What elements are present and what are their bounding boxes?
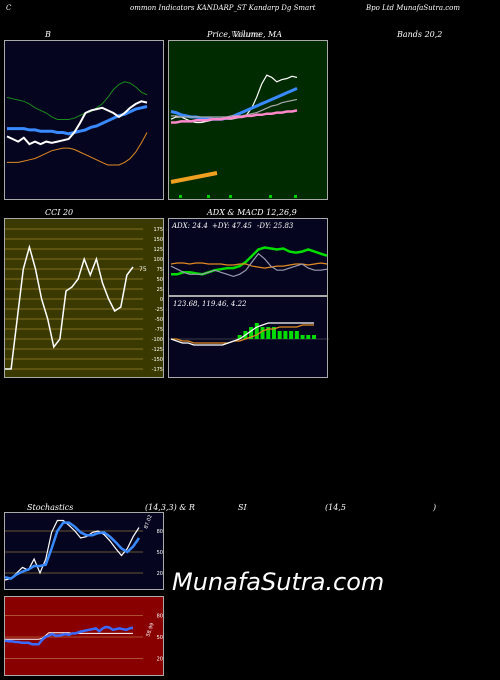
macd-histogram-bar bbox=[294, 331, 299, 339]
header-left: C bbox=[6, 4, 12, 12]
cci-tick-label: 25 bbox=[157, 287, 163, 293]
header-right: Bpo Ltd MunafaSutra.com bbox=[366, 4, 460, 12]
cci-tick-label: -75 bbox=[155, 327, 163, 333]
rsi-tick-label: 20 bbox=[157, 657, 163, 663]
macd-chart bbox=[169, 322, 329, 346]
macd-panel: 123.68, 119.46, 4.22 bbox=[168, 296, 329, 378]
macd-histogram-bar bbox=[237, 335, 242, 339]
volume-bar-band bbox=[170, 171, 218, 184]
macd-histogram-bar bbox=[254, 323, 259, 339]
bollinger-lower-line bbox=[7, 132, 148, 166]
rsi-ref-line bbox=[5, 632, 133, 640]
cci-tick-label: 50 bbox=[157, 277, 163, 283]
bollinger-chart bbox=[6, 81, 148, 166]
volume-bar bbox=[229, 195, 232, 198]
price-ma-chart bbox=[170, 74, 298, 198]
watermark: MunafaSutra.com bbox=[172, 568, 385, 596]
cci-chart: 175 150 125 100 75 50 25 0 -25 -50 -75 -100 -125 -150… bbox=[5, 227, 163, 373]
rsi-RSI-line bbox=[4, 625, 134, 646]
volume-bar bbox=[207, 195, 210, 198]
stoch-tick-label: 20 bbox=[157, 571, 163, 577]
rsi-last-value: 58.99 bbox=[145, 622, 156, 638]
stoch-title: Stochastics bbox=[27, 503, 74, 512]
rsi-chart: 80 50 20 58.99 bbox=[4, 613, 163, 663]
cci-tick-label: 75 bbox=[157, 267, 163, 273]
stoch-panel: 80 50 20 87.02 bbox=[4, 512, 164, 590]
cci-tick-label: -125 bbox=[152, 347, 163, 353]
adx-chart bbox=[170, 246, 328, 278]
adx-ADX-line bbox=[170, 252, 328, 278]
cci-title: CCI 20 bbox=[45, 208, 74, 217]
rsi-close: ) bbox=[433, 503, 437, 512]
bollinger-price-line bbox=[6, 100, 148, 146]
bands-title: Bands 20,2 bbox=[397, 30, 443, 39]
rsi-si: SI bbox=[238, 503, 247, 512]
volume-bar bbox=[294, 195, 297, 198]
macd-histogram-bar bbox=[260, 327, 265, 339]
macd-histogram-bar bbox=[283, 331, 288, 339]
volume-bar bbox=[269, 195, 272, 198]
cci-tick-label: 175 bbox=[153, 227, 163, 233]
rsi-tick-label: 80 bbox=[157, 613, 163, 619]
macd-histogram-bar bbox=[312, 335, 316, 339]
price-ma-panel bbox=[168, 40, 328, 200]
adx-panel: ADX: 24.4 +DY: 47.45 -DY: 25.83 bbox=[168, 218, 328, 296]
macd-histogram-bar bbox=[300, 335, 305, 339]
price-ma-mid-line bbox=[171, 98, 298, 118]
cci-panel: 175 150 125 100 75 50 25 0 -25 -50 -75 -100 -125 -150… bbox=[4, 218, 164, 378]
macd-histogram-bar bbox=[271, 327, 276, 339]
price-ma-title: Price, Volume, MA bbox=[207, 30, 283, 39]
macd-signal-line bbox=[171, 324, 314, 344]
macd-histogram-bar bbox=[289, 331, 294, 339]
cci-tick-label: 125 bbox=[153, 247, 163, 253]
volume-bar bbox=[179, 195, 182, 198]
stoch-%D-line bbox=[4, 521, 141, 580]
cci-tick-label: -150 bbox=[152, 357, 163, 363]
macd-histogram-bar bbox=[306, 335, 311, 339]
price-ma-slow-line bbox=[171, 109, 298, 124]
cci-tick-label: 150 bbox=[153, 237, 163, 243]
stoch-params: (14,3,3) & R bbox=[145, 503, 195, 512]
cci-tick-label: -100 bbox=[152, 337, 163, 343]
cci-tick-label: -50 bbox=[155, 317, 163, 323]
adx-macd-title: ADX & MACD 12,26,9 bbox=[207, 208, 297, 217]
adx-value: ADX: 24.4 bbox=[172, 222, 208, 230]
stoch-tick-label: 50 bbox=[157, 550, 163, 556]
adx-+DI-line bbox=[171, 246, 328, 276]
macd-histogram-bar bbox=[249, 327, 254, 339]
stoch-last-value: 87.02 bbox=[143, 514, 154, 530]
cci-tick-label: 0 bbox=[160, 297, 163, 303]
macd-histogram-bar bbox=[277, 331, 282, 339]
bollinger-title: B bbox=[45, 30, 51, 39]
stoch-tick-label: 80 bbox=[157, 529, 163, 535]
rsi-tick-label: 50 bbox=[157, 635, 163, 641]
cci-CCI-line bbox=[5, 244, 134, 370]
rsi-params: (14,5 bbox=[325, 503, 346, 512]
macd-histogram-bar bbox=[266, 327, 271, 339]
price-ma-overlay: Volume bbox=[231, 30, 261, 39]
bollinger-upper-line bbox=[6, 81, 148, 120]
macd-MACD-line bbox=[170, 322, 314, 346]
rsi-panel: 80 50 20 58.99 bbox=[4, 596, 164, 676]
header-center: ommon Indicators KANDARP_ST Kandarp Dg S… bbox=[130, 4, 316, 12]
cci-last-value: 75 bbox=[139, 266, 147, 273]
cci-tick-label: 100 bbox=[153, 257, 163, 263]
cci-tick-label: -175 bbox=[152, 367, 163, 373]
bollinger-panel bbox=[4, 40, 164, 200]
minus-di-value: -DY: 25.83 bbox=[257, 222, 294, 230]
plus-di-value: +DY: 47.45 bbox=[212, 222, 252, 230]
cci-tick-label: -25 bbox=[155, 307, 163, 313]
stoch-chart: 80 50 20 87.02 bbox=[4, 514, 163, 581]
macd-values: 123.68, 119.46, 4.22 bbox=[173, 300, 247, 308]
